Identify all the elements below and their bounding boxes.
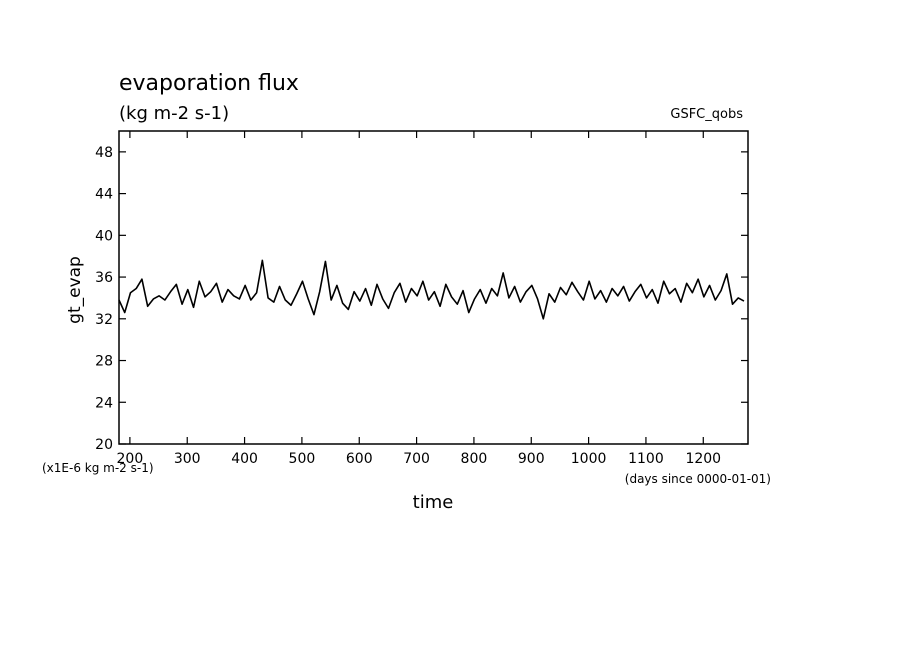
x-tick-label: 1100 [628,451,664,467]
y-tick-label: 36 [95,270,113,286]
y-tick-label: 20 [95,437,113,453]
y-tick-label: 32 [95,312,113,328]
y-axis-label: gt_evap [65,256,85,324]
y-tick-label: 24 [95,395,113,411]
x-tick-label: 300 [174,451,201,467]
chart-title: evaporation flux [119,71,299,96]
y-tick-label: 48 [95,145,113,161]
x-tick-label: 900 [518,451,545,467]
y-tick-label: 28 [95,354,113,370]
y-tick-label: 44 [95,187,113,203]
y-tick-label: 40 [95,228,113,244]
x-axis-label: time [413,492,454,513]
data-line [118,259,745,320]
x-units: (days since 0000-01-01) [625,472,771,486]
x-tick-label: 700 [403,451,430,467]
x-tick-label: 500 [289,451,316,467]
chart-subtitle: (kg m-2 s-1) [119,103,229,124]
x-tick-label: 1200 [685,451,721,467]
annotation: GSFC_qobs [670,107,743,122]
y-units: (x1E-6 kg m-2 s-1) [42,461,154,475]
x-tick-label: 400 [231,451,258,467]
x-tick-label: 200 [117,451,144,467]
x-tick-label: 600 [346,451,373,467]
x-tick-label: 1000 [571,451,607,467]
plot-frame [118,130,749,445]
x-tick-label: 800 [461,451,488,467]
